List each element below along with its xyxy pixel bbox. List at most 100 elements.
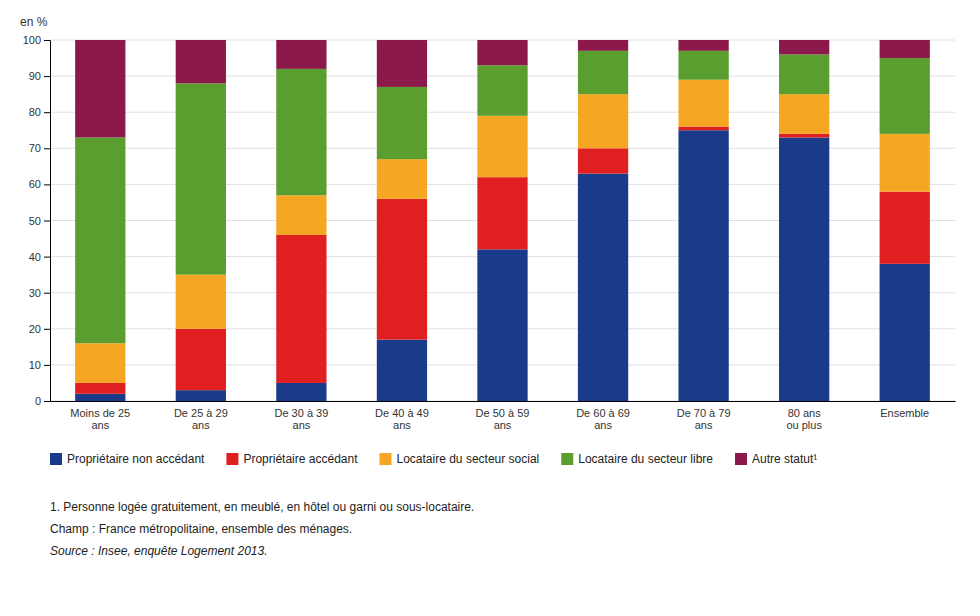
bar [578, 40, 628, 51]
x-tick: De 60 à 69ans [576, 401, 630, 431]
bar [578, 51, 628, 94]
bar [75, 394, 125, 401]
bar [880, 192, 930, 264]
bars [75, 40, 930, 401]
x-tick: De 50 à 59ans [476, 401, 530, 431]
bar [276, 235, 326, 383]
x-tick-label-line: De 40 à 49 [375, 407, 429, 419]
bar [176, 275, 226, 329]
bar [377, 199, 427, 340]
legend-label: Propriétaire non accédant [67, 452, 205, 466]
y-tick: 90 [29, 70, 50, 82]
bar [678, 80, 728, 127]
x-tick-label: De 60 à 69ans [576, 407, 630, 432]
y-tick: 20 [29, 323, 50, 335]
y-tick-label: 70 [29, 142, 41, 154]
x-tick-label-line: ans [393, 419, 411, 431]
bar [75, 383, 125, 394]
bar [75, 343, 125, 383]
x-tick: De 30 à 39ans [274, 401, 328, 431]
footnote: 1. Personne logée gratuitement, en meubl… [50, 500, 474, 514]
x-tick-label: Moins de 25ans [70, 407, 130, 432]
y-tick-mark [44, 221, 50, 222]
y-tick-label: 100 [23, 34, 41, 46]
footnote: Champ : France métropolitaine, ensemble … [50, 522, 352, 536]
y-tick: 80 [29, 106, 50, 118]
x-tick-label-line: De 50 à 59 [476, 407, 530, 419]
x-tick: De 25 à 29ans [174, 401, 228, 431]
bar [75, 40, 125, 137]
y-tick-mark [44, 401, 50, 402]
x-tick-label: De 30 à 39ans [274, 407, 328, 432]
y-tick: 30 [29, 287, 50, 299]
bar [578, 94, 628, 148]
bar [578, 148, 628, 173]
bar [176, 83, 226, 274]
bar [779, 137, 829, 401]
x-tick-label-line: 80 ans [788, 407, 822, 419]
legend-swatch [226, 453, 238, 465]
bar [377, 87, 427, 159]
x-tick-label-line: ans [695, 419, 713, 431]
y-axis-title: en % [20, 15, 48, 29]
x-tick-label: 80 ansou plus [786, 407, 822, 432]
y-axis-line [44, 41, 51, 402]
series [75, 80, 930, 383]
x-tick-label: De 40 à 49ans [375, 407, 429, 432]
bar [276, 40, 326, 69]
x-tick: De 70 à 79ans [677, 401, 731, 431]
legend-item: Propriétaire non accédant [50, 452, 205, 466]
x-tick-label-line: De 70 à 79 [677, 407, 731, 419]
bar [880, 40, 930, 58]
y-tick-mark [44, 184, 50, 185]
x-tick-label-line: De 25 à 29 [174, 407, 228, 419]
series [75, 51, 930, 343]
footnote: Source : Insee, enquête Logement 2013. [50, 544, 268, 558]
x-tick-label-line: ou plus [786, 419, 822, 431]
y-tick: 50 [29, 215, 50, 227]
y-tick-mark [44, 148, 50, 149]
x-tick-label-line: ans [91, 419, 109, 431]
x-axis-line [51, 401, 956, 402]
y-tick-label: 40 [29, 251, 41, 263]
x-tick-label-line: Moins de 25 [70, 407, 130, 419]
bar [477, 116, 527, 177]
bar [176, 329, 226, 390]
y-tick-label: 90 [29, 70, 41, 82]
legend-label: Autre statut¹ [752, 452, 817, 466]
footnotes: 1. Personne logée gratuitement, en meubl… [50, 500, 474, 558]
legend-label: Propriétaire accédant [243, 452, 358, 466]
legend-swatch [735, 453, 747, 465]
legend-item: Propriétaire accédant [226, 452, 358, 466]
x-tick-label-line: ans [494, 419, 512, 431]
x-tick-label-line: ans [192, 419, 210, 431]
legend-label: Locataire du secteur social [397, 452, 540, 466]
x-tick: Ensemble [880, 401, 929, 419]
x-tick: Moins de 25ans [70, 401, 130, 431]
bar [176, 40, 226, 83]
series [75, 40, 930, 137]
bar [176, 390, 226, 401]
y-tick: 70 [29, 142, 50, 154]
y-tick: 10 [29, 359, 50, 371]
legend-item: Locataire du secteur social [380, 452, 540, 466]
x-tick-label: De 25 à 29ans [174, 407, 228, 432]
bar [779, 134, 829, 138]
y-tick-mark [44, 365, 50, 366]
bar [678, 51, 728, 80]
x-tick-label: Ensemble [880, 407, 929, 419]
y-tick-label: 0 [35, 395, 41, 407]
legend-swatch [561, 453, 573, 465]
y-axis: 0102030405060708090100 [23, 34, 51, 407]
y-tick-mark [44, 112, 50, 113]
legend: Propriétaire non accédant Propriétaire ac… [50, 452, 817, 466]
bar [880, 134, 930, 192]
x-tick-label-line: De 60 à 69 [576, 407, 630, 419]
bar [477, 65, 527, 116]
bar [75, 137, 125, 343]
bar [377, 40, 427, 87]
x-tick: De 40 à 49ans [375, 401, 429, 431]
y-tick-mark [44, 40, 50, 41]
legend-label: Locataire du secteur libre [578, 452, 713, 466]
bar [377, 340, 427, 401]
